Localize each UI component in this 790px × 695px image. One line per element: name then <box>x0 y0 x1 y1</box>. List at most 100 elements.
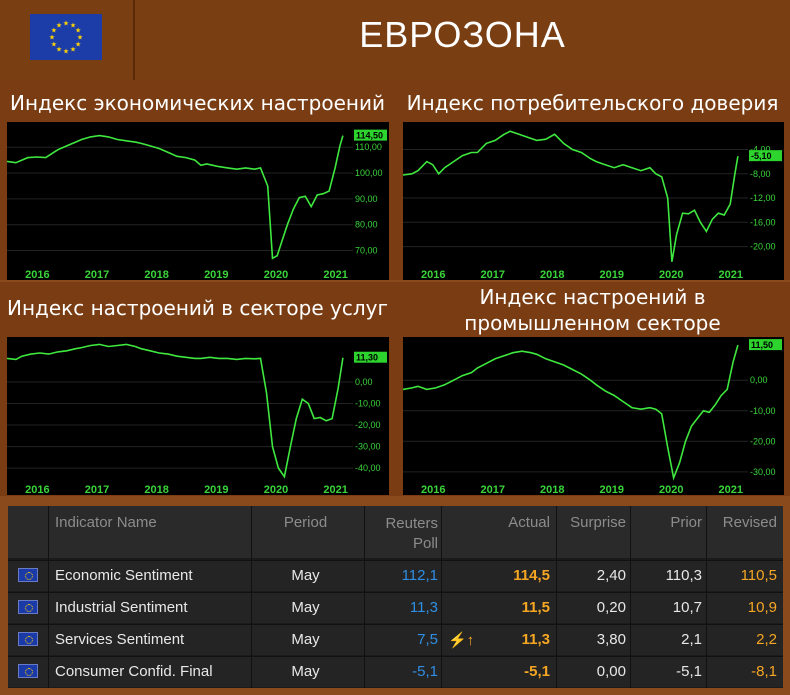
x-tick-label: 2021 <box>323 269 347 280</box>
series-line <box>7 343 344 479</box>
y-tick-label: 70,00 <box>355 246 378 256</box>
last-value-label: 11,30 <box>356 353 378 363</box>
reuters-poll-cell: 11,3 <box>409 599 438 616</box>
indicator-name-cell: Economic Sentiment <box>55 567 193 584</box>
line-chart: 0,00 -10,00 -20,00 -30,00 -40,00 2016 2017 2018… <box>7 343 387 495</box>
chart-economic: 110,00 100,00 90,00 80,00 70,00 2016 2017 2018 2… <box>7 122 389 280</box>
chart-title-services: Индекс настроений в секторе услуг <box>7 296 388 320</box>
column-divider <box>556 506 557 688</box>
x-tick-label: 2020 <box>659 484 683 495</box>
y-tick-label: -20,00 <box>355 420 381 430</box>
eu-flag-icon <box>18 568 38 582</box>
actual-cell: -5,1 <box>524 663 550 680</box>
period-cell: May <box>291 567 320 584</box>
x-tick-label: 2021 <box>718 484 742 495</box>
chart-services: 0,00 -10,00 -20,00 -30,00 -40,00 2016 2017 2018… <box>7 337 389 495</box>
y-tick-label: 80,00 <box>355 220 378 230</box>
x-tick-label: 2019 <box>204 269 228 280</box>
header-indicator-name[interactable]: Indicator Name <box>55 514 157 531</box>
y-tick-label: 100,00 <box>355 168 383 178</box>
header-prior[interactable]: Prior <box>670 514 702 531</box>
table-row[interactable]: Industrial Sentiment May 11,3 11,5 0,20 10,7 1… <box>8 592 783 623</box>
page-title: ЕВРОЗОНА <box>359 14 566 55</box>
y-tick-label: -10,00 <box>355 399 381 409</box>
line-chart: 0,00 -10,00 -20,00 -30,00 2016 2017 2018 2019 20… <box>403 339 782 495</box>
eu-flag-icon: ★★★★★★★★★ ★ ★★ <box>30 14 102 60</box>
y-tick-label: -20,00 <box>750 436 776 446</box>
reuters-poll-cell: 112,1 <box>401 567 438 584</box>
indicator-name-cell: Services Sentiment <box>55 631 185 648</box>
column-divider <box>364 506 365 688</box>
table-header: Indicator Name Period Reuters Poll Actua… <box>8 506 783 558</box>
header-surprise[interactable]: Surprise <box>570 514 626 531</box>
y-tick-label: -16,00 <box>750 217 776 227</box>
prior-cell: 110,3 <box>665 567 702 584</box>
line-chart: -4,00 -8,00 -12,00 -16,00 -20,00 2016 2017 2018… <box>403 130 782 280</box>
y-tick-label: 90,00 <box>355 194 378 204</box>
x-tick-label: 2020 <box>264 484 288 495</box>
flag-star: ★ <box>51 27 57 35</box>
actual-cell: 114,5 <box>513 567 550 584</box>
x-tick-label: 2018 <box>144 269 168 280</box>
actual-cell: 11,3 <box>521 631 550 648</box>
header-reuters-poll[interactable]: Reuters Poll <box>385 515 438 552</box>
y-tick-label: -40,00 <box>355 463 381 473</box>
indicator-table: Indicator Name Period Reuters Poll Actua… <box>8 506 783 688</box>
header-actual[interactable]: Actual <box>508 514 550 531</box>
y-tick-label: 0,00 <box>750 375 768 385</box>
prior-cell: 10,7 <box>672 599 702 616</box>
column-divider <box>251 506 252 688</box>
eu-flag-icon <box>18 600 38 614</box>
y-tick-label: -12,00 <box>750 193 776 203</box>
y-tick-label: -30,00 <box>750 467 776 477</box>
last-value-label: 114,50 <box>356 131 383 141</box>
x-tick-label: 2017 <box>85 484 109 495</box>
surprise-cell: 0,00 <box>596 663 626 680</box>
header-bar: ★ ★ ★ ★ ★ ★ ★ ★ ★ ★ ★ ★ ЕВРОЗОНА <box>0 0 790 80</box>
chart-industrial: 0,00 -10,00 -20,00 -30,00 2016 2017 2018 2019 20… <box>403 337 784 495</box>
period-cell: May <box>291 663 320 680</box>
last-value-label: -5,10 <box>751 151 772 161</box>
flag-star: ★ <box>51 41 57 49</box>
header-period[interactable]: Period <box>283 514 328 531</box>
surprise-cell: 2,40 <box>596 567 626 584</box>
flag-star: ★ <box>56 21 62 29</box>
flag-box: ★ ★ ★ ★ ★ ★ ★ ★ ★ ★ ★ ★ <box>0 0 135 80</box>
x-tick-label: 2016 <box>421 484 445 495</box>
x-tick-label: 2018 <box>144 484 168 495</box>
x-tick-label: 2016 <box>421 269 445 280</box>
reuters-poll-cell: 7,5 <box>417 631 438 648</box>
header-revised[interactable]: Revised <box>722 514 777 531</box>
last-value-box <box>354 351 387 363</box>
indicator-name-cell: Consumer Confid. Final <box>55 663 213 680</box>
column-divider <box>630 506 631 688</box>
series-line <box>7 134 344 260</box>
table-row[interactable]: Services Sentiment May 7,5 ⚡↑ 11,3 3,80 2,1 2,2 <box>8 624 783 655</box>
flag-star: ★ <box>70 21 76 29</box>
eu-flag-icon <box>18 632 38 646</box>
x-tick-label: 2016 <box>25 269 49 280</box>
flag-star: ★ <box>75 41 81 49</box>
table-row[interactable]: Consumer Confid. Final May -5,1 -5,1 0,00 -5,… <box>8 656 783 687</box>
x-tick-label: 2019 <box>600 269 624 280</box>
flag-star: ★ <box>70 46 76 54</box>
column-divider <box>441 506 442 688</box>
flag-star: ★ <box>77 34 83 42</box>
last-value-label: 11,50 <box>751 340 773 350</box>
last-value-box <box>749 339 782 351</box>
x-tick-label: 2020 <box>659 269 683 280</box>
series-line <box>403 130 739 262</box>
column-divider <box>48 506 49 688</box>
x-tick-label: 2021 <box>323 484 347 495</box>
x-tick-label: 2019 <box>600 484 624 495</box>
y-tick-label: -8,00 <box>750 169 771 179</box>
chart-title-industrial: Индекс настроений в промышленном секторе <box>464 285 721 335</box>
last-value-box <box>354 129 387 141</box>
flag-star: ★ <box>49 34 55 42</box>
revised-cell: 10,9 <box>747 599 777 616</box>
line-chart: 110,00 100,00 90,00 80,00 70,00 2016 2017 2018 2… <box>7 129 387 280</box>
y-tick-label: -30,00 <box>355 442 381 452</box>
table-row[interactable]: Economic Sentiment May 112,1 114,5 2,40 110,3… <box>8 560 783 591</box>
x-tick-label: 2018 <box>540 269 564 280</box>
series-line <box>403 344 739 481</box>
